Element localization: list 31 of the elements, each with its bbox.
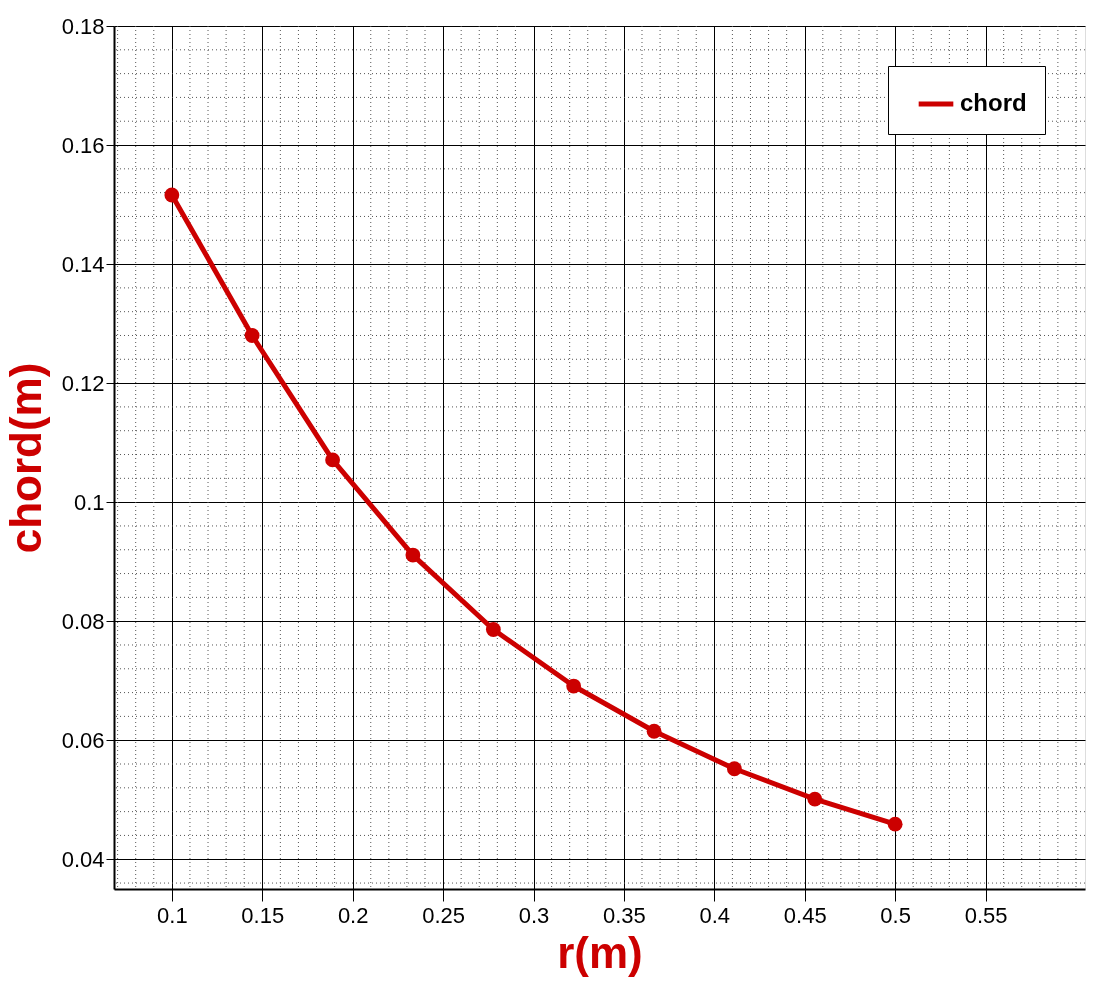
- point: [887, 816, 903, 832]
- point: [566, 678, 582, 694]
- point: [164, 187, 180, 203]
- y-tick-label: 0.16: [61, 132, 105, 158]
- point: [485, 622, 501, 637]
- point: [325, 452, 341, 468]
- point: [646, 723, 662, 739]
- y-axis-title: chord(m): [0, 362, 50, 554]
- x-tick-label: 0.3: [518, 902, 550, 928]
- x-tick-label: 0.4: [699, 902, 731, 928]
- x-tick-label: 0.25: [422, 902, 466, 928]
- x-tick-label: 0.1: [157, 902, 188, 928]
- x-tick-label: 0.55: [964, 902, 1008, 928]
- y-tick-label: 0.18: [61, 13, 105, 39]
- x-axis-title: r(m): [557, 927, 643, 977]
- point: [726, 761, 742, 777]
- x-tick-label: 0.2: [337, 902, 369, 928]
- legend-label: chord: [960, 89, 1027, 116]
- y-tick-label: 0.12: [61, 370, 105, 396]
- x-tick-label: 0.5: [880, 902, 911, 928]
- y-tick-label: 0.06: [61, 727, 105, 753]
- x-tick-label: 0.45: [783, 902, 827, 928]
- y-tick-label: 0.08: [61, 608, 105, 634]
- y-tick-label: 0.04: [61, 846, 105, 872]
- x-tick-label: 0.35: [603, 902, 646, 928]
- point: [405, 547, 421, 563]
- point: [244, 328, 260, 343]
- point: [807, 791, 823, 807]
- y-tick-label: 0.14: [61, 251, 105, 277]
- x-tick-label: 0.15: [241, 902, 285, 928]
- y-tick-label: 0.1: [73, 489, 105, 515]
